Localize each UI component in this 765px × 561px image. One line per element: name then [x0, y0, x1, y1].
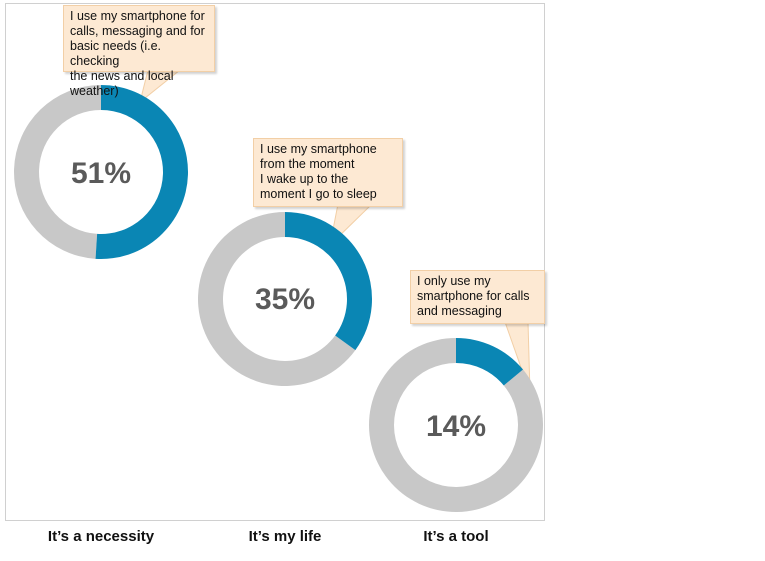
donut-my-life-remainder-arc [198, 212, 356, 386]
callout-my-life: I use my smartphone from the moment I wa… [253, 138, 403, 207]
donut-necessity-remainder-arc [13, 85, 101, 259]
donut-my-life: 35% [198, 212, 373, 386]
donut-my-life-percent-label: 35% [255, 283, 315, 316]
donut-necessity-percent-label: 51% [71, 157, 131, 190]
callout-tool: I only use my smartphone for calls and m… [410, 270, 545, 324]
category-label-necessity: It’s a necessity [47, 528, 155, 545]
category-label-my-life: It’s my life [248, 528, 322, 545]
donut-necessity-value-arc [95, 85, 188, 259]
donut-necessity: 51% [13, 85, 188, 259]
donut-my-life-value-arc [285, 212, 373, 351]
category-label-tool: It’s a tool [423, 528, 489, 545]
donut-tool-value-arc [456, 337, 524, 386]
callout-necessity: I use my smartphone for calls, messaging… [63, 5, 215, 98]
donut-tool: 14% [369, 337, 544, 512]
donut-tool-percent-label: 14% [426, 410, 486, 443]
